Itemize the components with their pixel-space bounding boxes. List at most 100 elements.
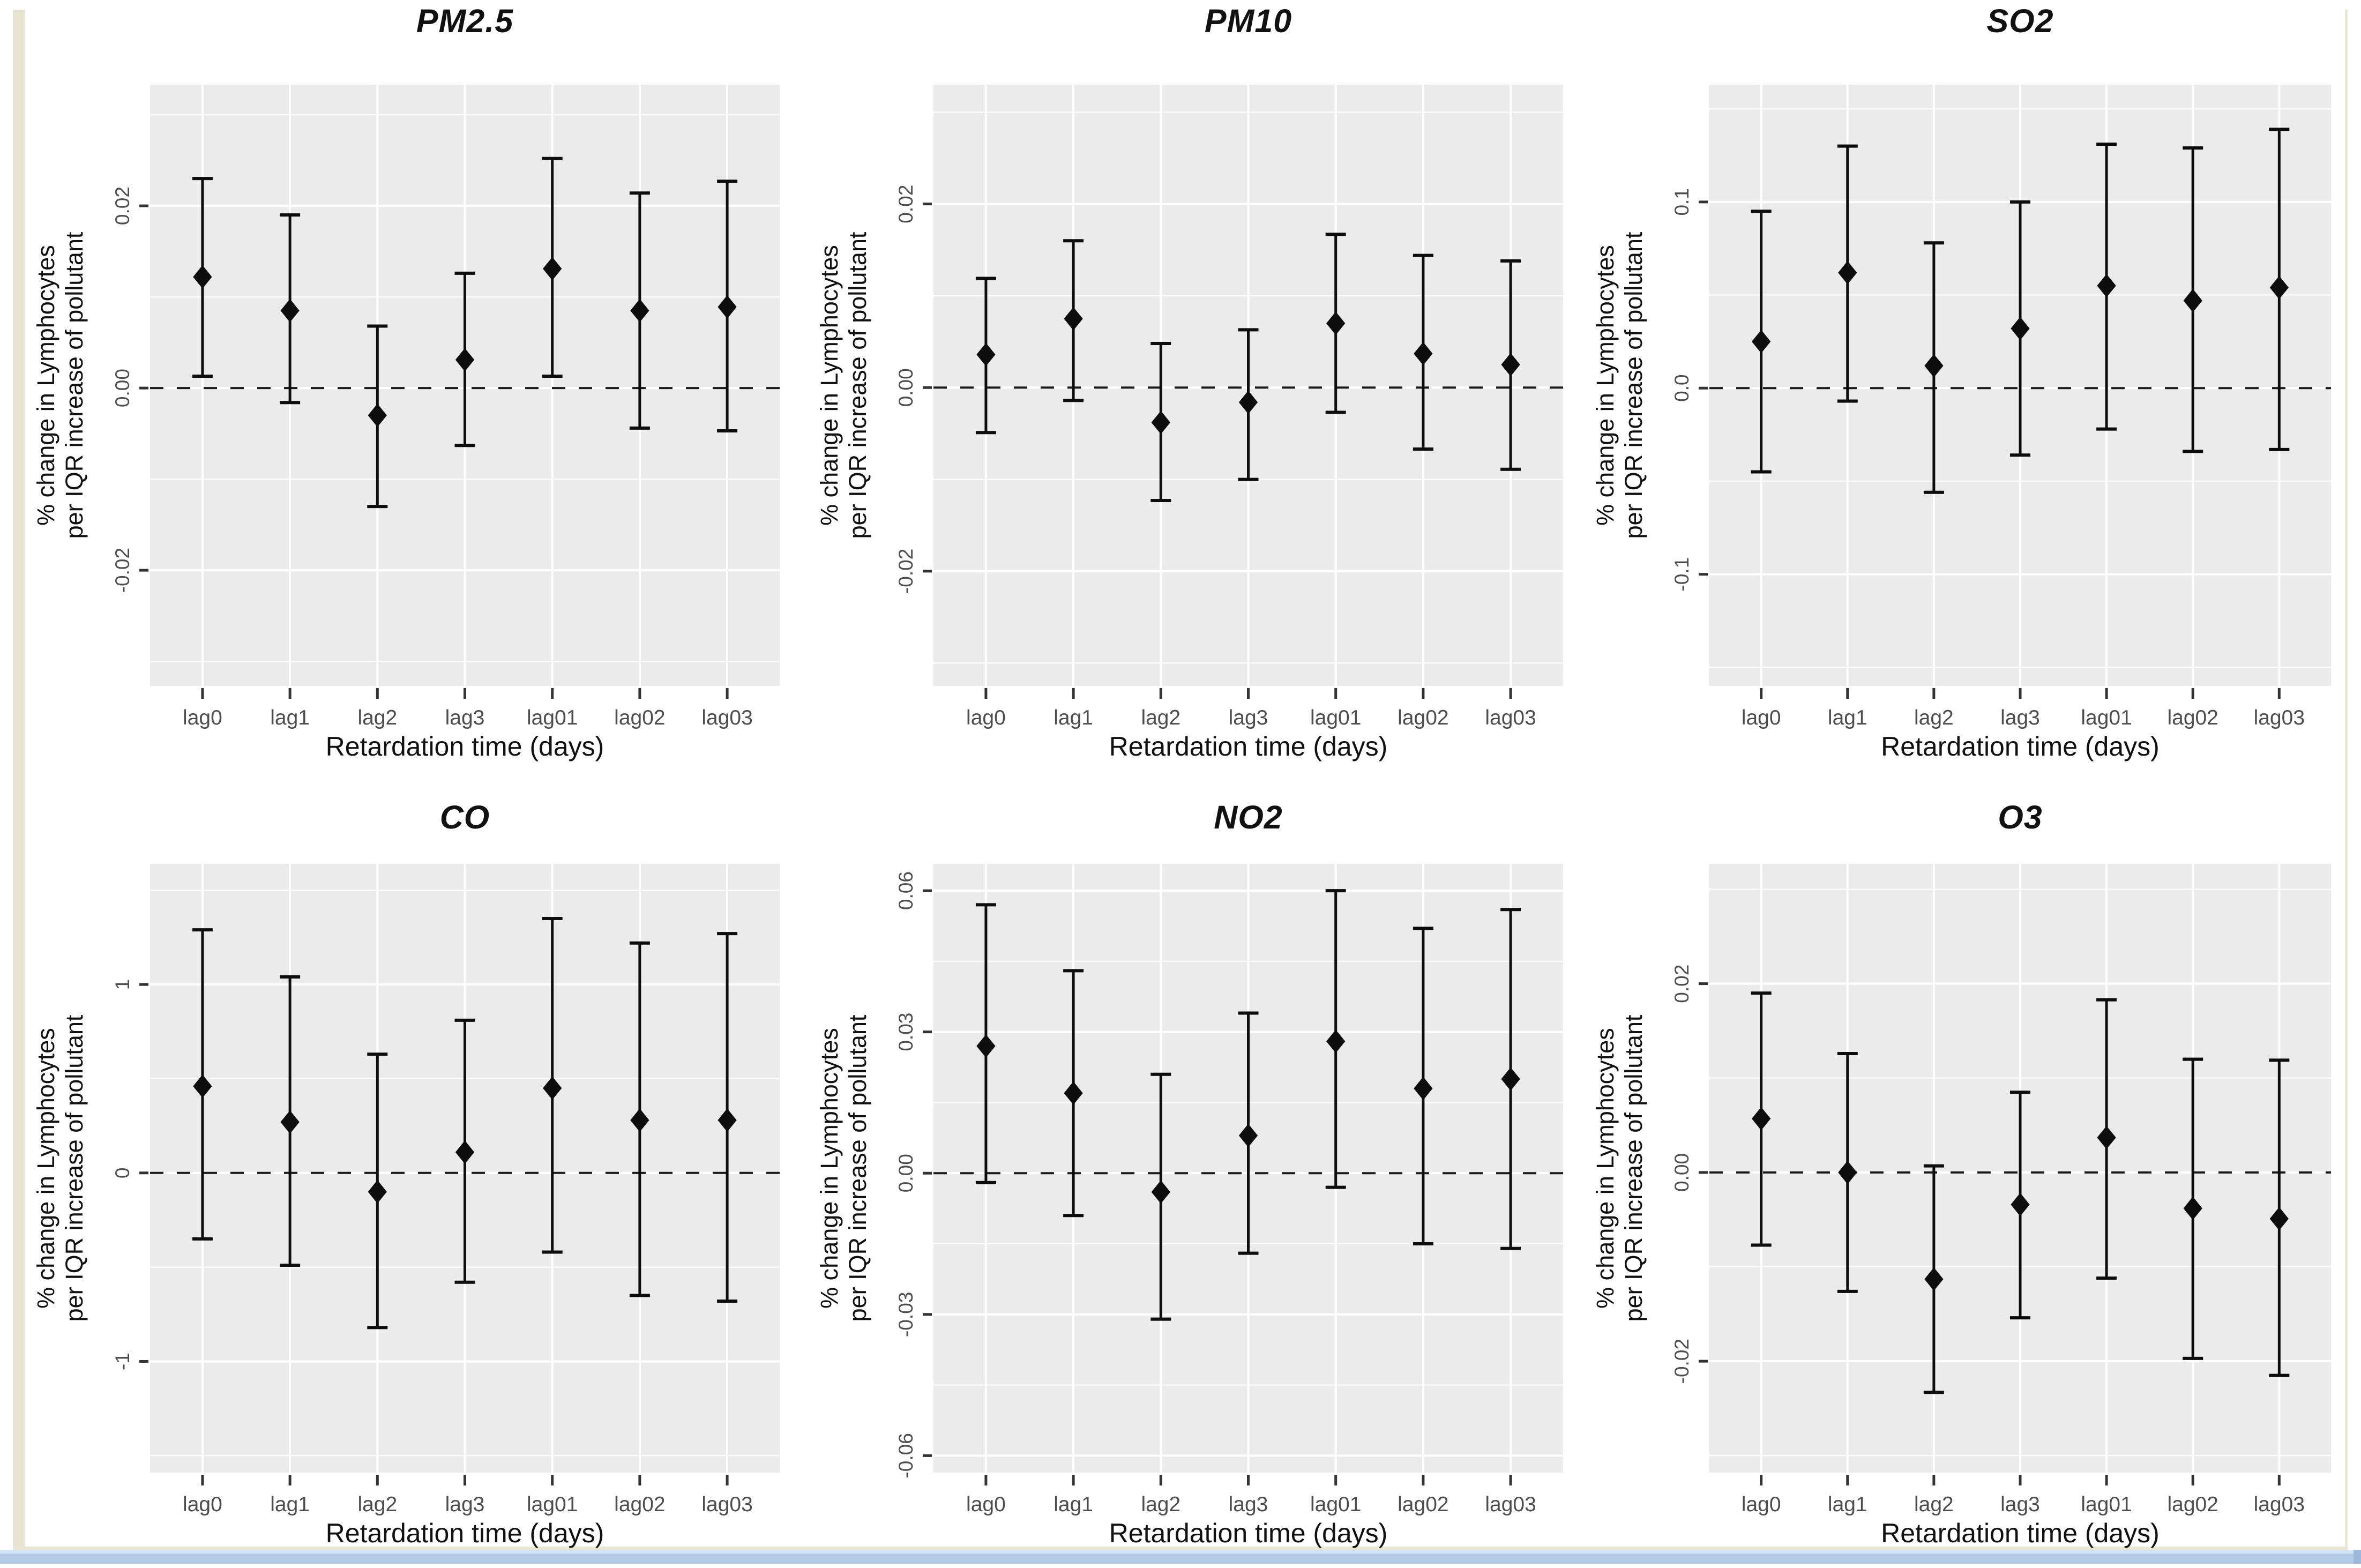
x-tick-label: lag02 <box>614 1493 665 1516</box>
y-axis-label-line2: per IQR increase of pollutant <box>1620 232 1647 539</box>
x-tick-label: lag2 <box>1141 706 1180 729</box>
x-tick-label: lag1 <box>270 1493 310 1516</box>
y-tick-label: 0.00 <box>1671 1153 1693 1192</box>
point-estimate-diamond <box>1326 311 1346 335</box>
x-tick-label: lag0 <box>1742 706 1781 729</box>
point-estimate-diamond <box>1501 353 1520 377</box>
point-estimate-diamond <box>1838 261 1857 285</box>
y-axis-ticks: 0.06 0.03 0.00 -0.03 -0.06 <box>895 871 932 1479</box>
error-bar-lag2 <box>367 324 388 509</box>
error-bar-lag3 <box>1238 328 1259 481</box>
x-axis-ticks: lag0 lag1 lag2 lag3 lag01 lag02 lag03 <box>183 688 753 729</box>
panel-co: 1 0 -1 lag0 lag1 lag2 lag3 lag01 lag02 lag03 CO %… <box>0 782 782 1568</box>
error-bar-lag01 <box>542 156 563 378</box>
panel-so2: 0.1 0.0 -0.1 lag0 lag1 lag2 lag3 lag01 lag02 lag0… <box>1575 0 2361 782</box>
point-estimate-diamond <box>2097 274 2116 297</box>
x-tick-label: lag3 <box>2000 1493 2040 1516</box>
x-tick-label: lag2 <box>357 1493 397 1516</box>
point-estimate-diamond <box>1838 1161 1857 1184</box>
y-axis-label-line2: per IQR increase of pollutant <box>61 1014 88 1322</box>
x-tick-label: lag03 <box>701 1493 752 1516</box>
page-margin-strip <box>13 10 25 1548</box>
y-tick-label: 0.00 <box>895 1154 917 1192</box>
x-tick-label: lag03 <box>1485 1493 1536 1516</box>
x-axis-ticks: lag0 lag1 lag2 lag3 lag01 lag02 lag03 <box>183 1475 753 1516</box>
x-tick-label: lag01 <box>2081 1493 2132 1516</box>
panel-no2: 0.06 0.03 0.00 -0.03 -0.06 lag0 lag1 lag2 lag3 la… <box>782 782 1575 1568</box>
point-estimate-diamond <box>193 1074 212 1098</box>
point-estimate-diamond <box>368 1180 387 1204</box>
point-estimate-diamond <box>193 265 212 289</box>
error-bar-lag01 <box>2096 998 2117 1280</box>
x-tick-label: lag03 <box>701 706 752 729</box>
y-tick-label: -0.03 <box>895 1292 917 1337</box>
y-tick-label: -0.02 <box>111 548 133 593</box>
error-bar-lag3 <box>454 1018 475 1284</box>
point-estimate-diamond <box>2183 289 2202 312</box>
error-bar-lag03 <box>1500 908 1521 1250</box>
y-axis-label-line1: % change in Lymphocytes <box>1592 1028 1619 1309</box>
panel-pm25: 0.02 0.00 -0.02 lag0 lag1 lag2 lag3 lag01 lag02 l… <box>0 0 782 782</box>
x-tick-label: lag1 <box>1828 1493 1867 1516</box>
y-axis-label: % change in Lymphocytes per IQR increase … <box>32 1015 88 1322</box>
error-bar-lag3 <box>2010 1091 2030 1320</box>
x-axis-ticks: lag0 lag1 lag2 lag3 lag01 lag02 lag03 <box>1742 688 2305 729</box>
horizontal-scrollbar[interactable] <box>0 1550 2361 1564</box>
error-bar-lag0 <box>1751 991 1772 1247</box>
error-bar-lag1 <box>280 213 301 405</box>
y-axis-label-line1: % change in Lymphocytes <box>816 1028 843 1309</box>
point-estimate-diamond <box>1238 390 1258 414</box>
error-bar-lag0 <box>1751 210 1772 474</box>
panel-pm10: 0.02 0.00 -0.02 lag0 lag1 lag2 lag3 lag01 lag02 l… <box>782 0 1575 782</box>
y-tick-label: 0.06 <box>895 871 917 910</box>
error-bar-lag1 <box>1063 969 1084 1218</box>
error-bar-lag3 <box>454 271 475 447</box>
x-tick-label: lag1 <box>1828 706 1867 729</box>
x-tick-label: lag0 <box>966 706 1006 729</box>
y-tick-label: 0.02 <box>111 186 133 225</box>
point-estimate-diamond <box>1924 1267 1944 1291</box>
point-estimate-diamond <box>1064 1081 1083 1105</box>
point-estimate-diamond <box>630 1108 649 1132</box>
point-estimate-diamond <box>2183 1197 2202 1220</box>
y-axis-label: % change in Lymphocytes per IQR increase … <box>1591 1015 1648 1322</box>
y-axis-label-line1: % change in Lymphocytes <box>32 1028 59 1309</box>
point-estimate-diamond <box>280 298 300 323</box>
error-bar-lag1 <box>1837 144 1858 403</box>
x-tick-label: lag02 <box>2168 706 2218 729</box>
y-axis-label-line2: per IQR increase of pollutant <box>844 232 871 539</box>
x-tick-label: lag03 <box>2254 706 2305 729</box>
x-tick-label: lag02 <box>2168 1493 2218 1516</box>
y-tick-label: 0.03 <box>895 1013 917 1051</box>
y-tick-label: 0.1 <box>1671 188 1693 215</box>
panel-title: NO2 <box>1214 799 1283 835</box>
error-bar-lag01 <box>1325 233 1346 414</box>
point-estimate-diamond <box>2011 317 2030 340</box>
y-tick-label: -0.02 <box>1671 1339 1693 1384</box>
error-bar-lag03 <box>2269 128 2290 451</box>
point-estimate-diamond <box>1151 1180 1170 1204</box>
y-axis-label-line2: per IQR increase of pollutant <box>1620 1014 1647 1322</box>
x-tick-label: lag3 <box>1229 1493 1268 1516</box>
error-bar-lag1 <box>1837 1052 1858 1293</box>
x-tick-label: lag1 <box>1054 1493 1093 1516</box>
error-bar-lag03 <box>717 180 738 432</box>
panel-o3: 0.02 0.00 -0.02 lag0 lag1 lag2 lag3 lag01 lag02 l… <box>1575 782 2361 1568</box>
x-tick-label: lag02 <box>1398 1493 1448 1516</box>
point-estimate-diamond <box>543 1076 562 1100</box>
error-bar-lag0 <box>975 903 996 1184</box>
y-axis-label: % change in Lymphocytes per IQR increase … <box>815 232 872 539</box>
error-bar-lag0 <box>192 177 213 378</box>
x-tick-label: lag01 <box>1310 706 1361 729</box>
scrollbar-highlight <box>0 1550 2361 1554</box>
panel-title: O3 <box>1998 799 2043 835</box>
point-estimate-diamond <box>1414 1077 1433 1100</box>
point-estimate-diamond <box>280 1110 300 1134</box>
y-tick-label: -0.06 <box>895 1433 917 1478</box>
y-axis-label-line2: per IQR increase of pollutant <box>61 232 88 539</box>
y-axis-label-line1: % change in Lymphocytes <box>32 245 59 526</box>
